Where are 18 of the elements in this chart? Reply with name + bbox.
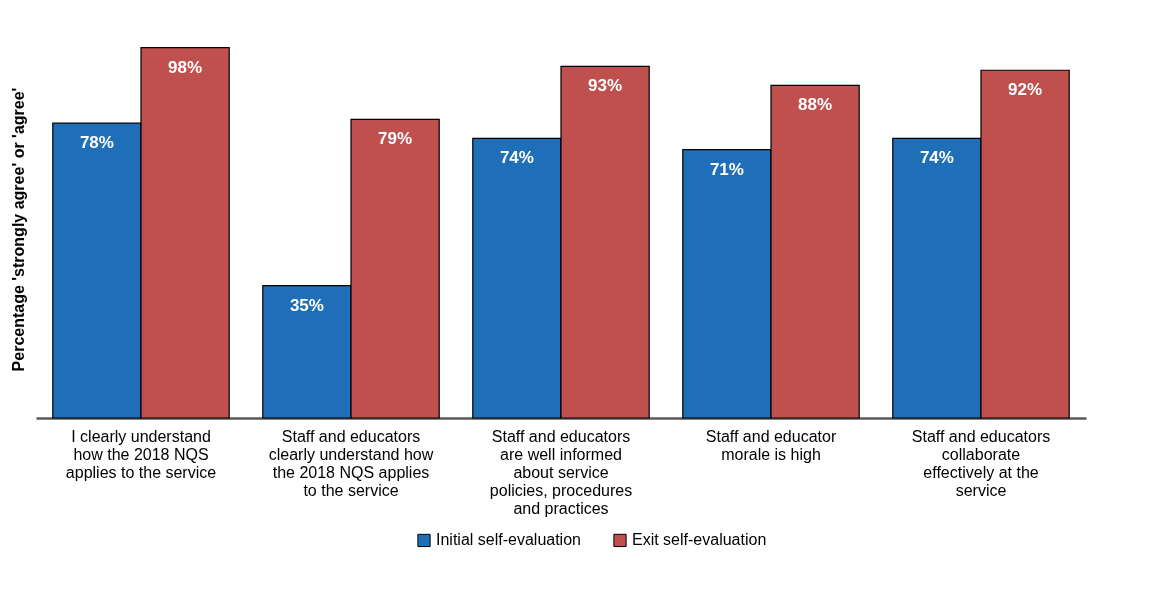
legend-label: Initial self-evaluation — [436, 531, 581, 549]
x-tick-label: I clearly understand how the 2018 NQS applies to the service — [65, 427, 217, 481]
x-tick-label: Staff and educators are well informed about service policies, procedures and practices — [489, 427, 633, 517]
data-label: 88% — [798, 95, 833, 115]
x-tick-label: Staff and educators clearly understand how the 2018 NQS applies to the service — [268, 427, 434, 499]
data-label: 74% — [499, 148, 534, 168]
y-axis-title: Percentage 'strongly agree' or 'agree' — [9, 87, 27, 372]
data-label: 78% — [79, 133, 114, 153]
data-label: 93% — [588, 76, 623, 96]
data-label: 35% — [289, 295, 324, 315]
x-tick-label: Staff and educator morale is high — [705, 427, 837, 463]
data-label: 79% — [378, 129, 413, 149]
legend-label: Exit self-evaluation — [632, 531, 767, 549]
data-label: 92% — [1008, 80, 1043, 100]
data-label: 74% — [919, 148, 954, 168]
data-label: 71% — [709, 159, 744, 179]
x-tick-label: Staff and educators collaborate effectively at the service — [911, 427, 1051, 499]
data-label: 98% — [168, 57, 203, 77]
